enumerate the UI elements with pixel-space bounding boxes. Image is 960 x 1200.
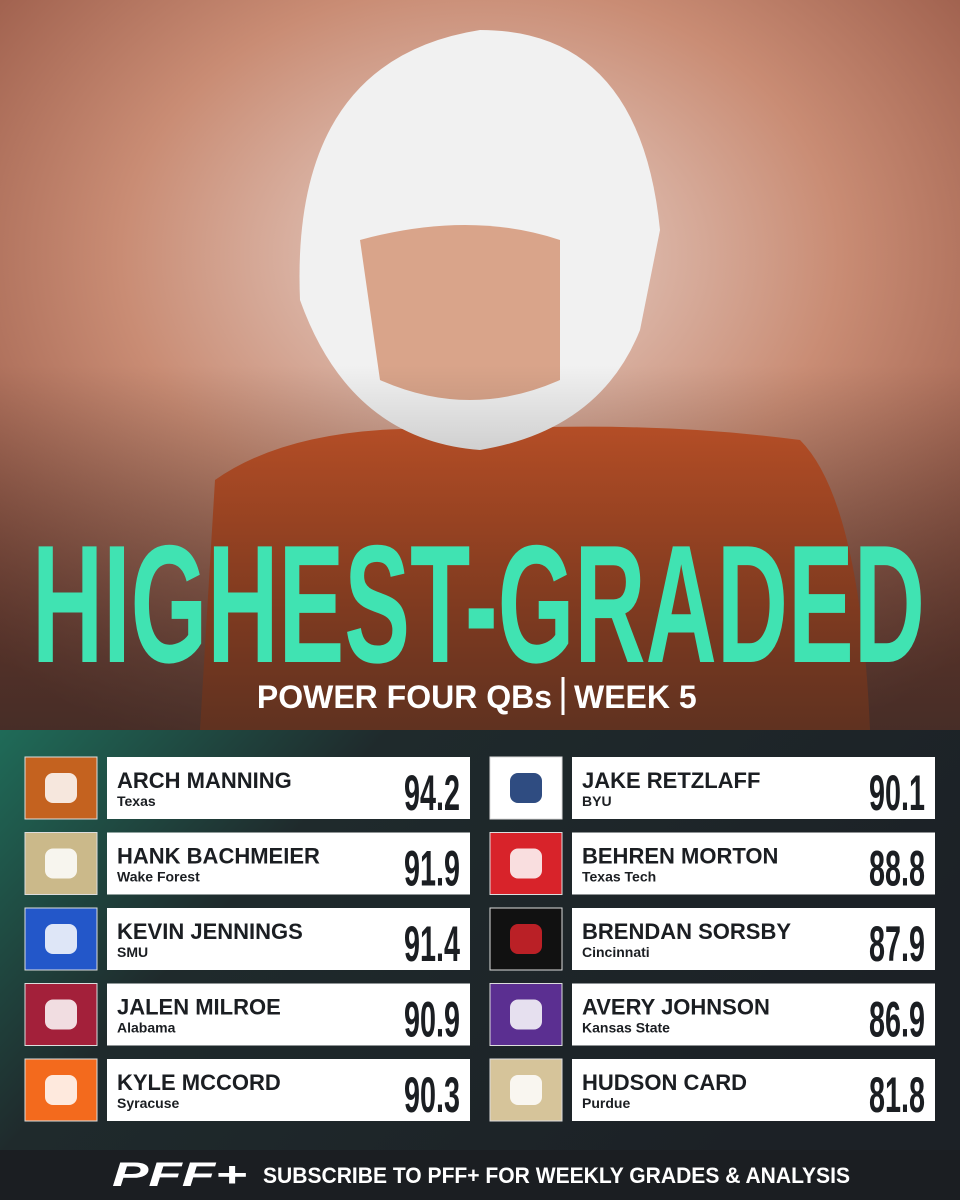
- player-name: HANK BACHMEIER: [117, 844, 320, 869]
- player-grade: 90.9: [404, 992, 460, 1048]
- player-grade: 86.9: [869, 992, 925, 1048]
- player-name: ARCH MANNING: [117, 768, 292, 793]
- logo-mark: [510, 924, 542, 954]
- player-grade: 88.8: [869, 841, 925, 897]
- player-team: BYU: [582, 793, 612, 809]
- player-grade: 87.9: [869, 916, 925, 972]
- logo-mark: [510, 1075, 542, 1105]
- player-grade: 91.4: [404, 916, 460, 972]
- player-card: [572, 832, 935, 895]
- player-grade: 81.8: [869, 1067, 925, 1123]
- logo-mark: [45, 999, 77, 1030]
- player-name: BRENDAN SORSBY: [582, 919, 791, 944]
- player-name: KEVIN JENNINGS: [117, 919, 303, 944]
- logo-mark: [510, 848, 542, 879]
- player-name: JAKE RETZLAFF: [582, 768, 760, 793]
- player-grade: 91.9: [404, 841, 460, 897]
- logo-mark: [45, 924, 77, 954]
- player-team: SMU: [117, 944, 148, 960]
- player-name: JALEN MILROE: [117, 995, 281, 1020]
- player-team: Wake Forest: [117, 869, 200, 885]
- player-card: [572, 757, 935, 819]
- logo-mark: [45, 848, 77, 879]
- footer-text: SUBSCRIBE TO PFF+ FOR WEEKLY GRADES & AN…: [263, 1163, 850, 1188]
- player-card: [107, 1059, 470, 1121]
- logo-mark: [45, 773, 77, 803]
- player-card: [107, 908, 470, 970]
- player-grade: 94.2: [404, 765, 460, 821]
- player-card: [572, 1059, 935, 1121]
- player-team: Syracuse: [117, 1095, 179, 1111]
- team-logo: [24, 907, 98, 971]
- player-team: Alabama: [117, 1020, 176, 1036]
- logo-mark: [510, 999, 542, 1030]
- player-card: [572, 908, 935, 970]
- team-logo: [489, 1058, 563, 1122]
- player-card: [107, 983, 470, 1046]
- player-team: Cincinnati: [582, 944, 650, 960]
- photo-shade: [0, 0, 960, 730]
- player-card: [107, 832, 470, 895]
- logo-mark: [510, 773, 542, 803]
- subtitle-left: POWER FOUR QBs: [257, 679, 552, 715]
- player-name: BEHREN MORTON: [582, 844, 778, 869]
- player-team: Texas Tech: [582, 869, 656, 885]
- player-name: HUDSON CARD: [582, 1070, 747, 1095]
- footer-bar: [0, 1150, 960, 1200]
- player-grade: 90.3: [404, 1067, 460, 1123]
- team-logo: [24, 1058, 98, 1122]
- player-card: [572, 983, 935, 1046]
- player-team: Kansas State: [582, 1020, 670, 1036]
- player-name: KYLE MCCORD: [117, 1070, 281, 1095]
- player-team: Texas: [117, 793, 156, 809]
- player-name: AVERY JOHNSON: [582, 995, 770, 1020]
- player-team: Purdue: [582, 1095, 630, 1111]
- footer-logo: PFF+: [112, 1156, 247, 1194]
- player-grade: 90.1: [869, 765, 925, 821]
- logo-mark: [45, 1075, 77, 1105]
- title: HIGHEST-GRADED: [32, 510, 925, 698]
- subtitle-right: WEEK 5: [574, 679, 697, 715]
- player-card: [107, 757, 470, 819]
